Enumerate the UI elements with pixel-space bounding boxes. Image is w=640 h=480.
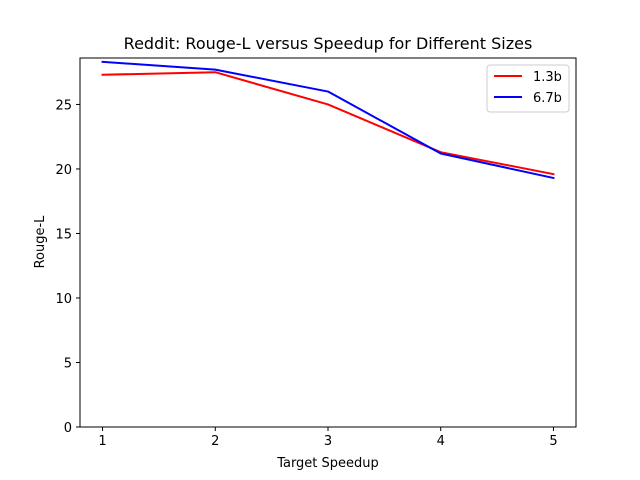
- x-axis-ticks: 1 2 3 4 5: [98, 427, 558, 449]
- legend: 1.3b 6.7b: [486, 64, 570, 113]
- y-tick-label: 15: [55, 227, 72, 242]
- chart-title: Reddit: Rouge-L versus Speedup for Diffe…: [124, 34, 533, 53]
- series-line-1-3b: [101, 71, 555, 176]
- x-tick-label: 2: [211, 434, 219, 449]
- x-tick-label: 5: [549, 434, 557, 449]
- legend-label-6-7b: 6.7b: [533, 91, 562, 106]
- x-tick-label: 3: [324, 434, 332, 449]
- y-axis-ticks: 0 5 10 15 20 25: [55, 98, 80, 436]
- legend-label-1-3b: 1.3b: [533, 70, 562, 85]
- y-tick-label: 10: [55, 292, 72, 307]
- y-axis-label: Rouge-L: [33, 215, 48, 269]
- series-line-6-7b: [101, 60, 555, 180]
- x-tick-label: 4: [437, 434, 445, 449]
- y-tick-label: 25: [55, 98, 72, 113]
- x-axis-label: Target Speedup: [276, 456, 379, 471]
- x-tick-label: 1: [98, 434, 106, 449]
- y-tick-label: 20: [55, 163, 72, 178]
- y-tick-label: 0: [64, 421, 72, 436]
- plot-area: 1 2 3 4 5 0 5 10 15 20 25: [55, 57, 577, 449]
- y-tick-label: 5: [64, 356, 72, 371]
- series-layer: [101, 60, 555, 180]
